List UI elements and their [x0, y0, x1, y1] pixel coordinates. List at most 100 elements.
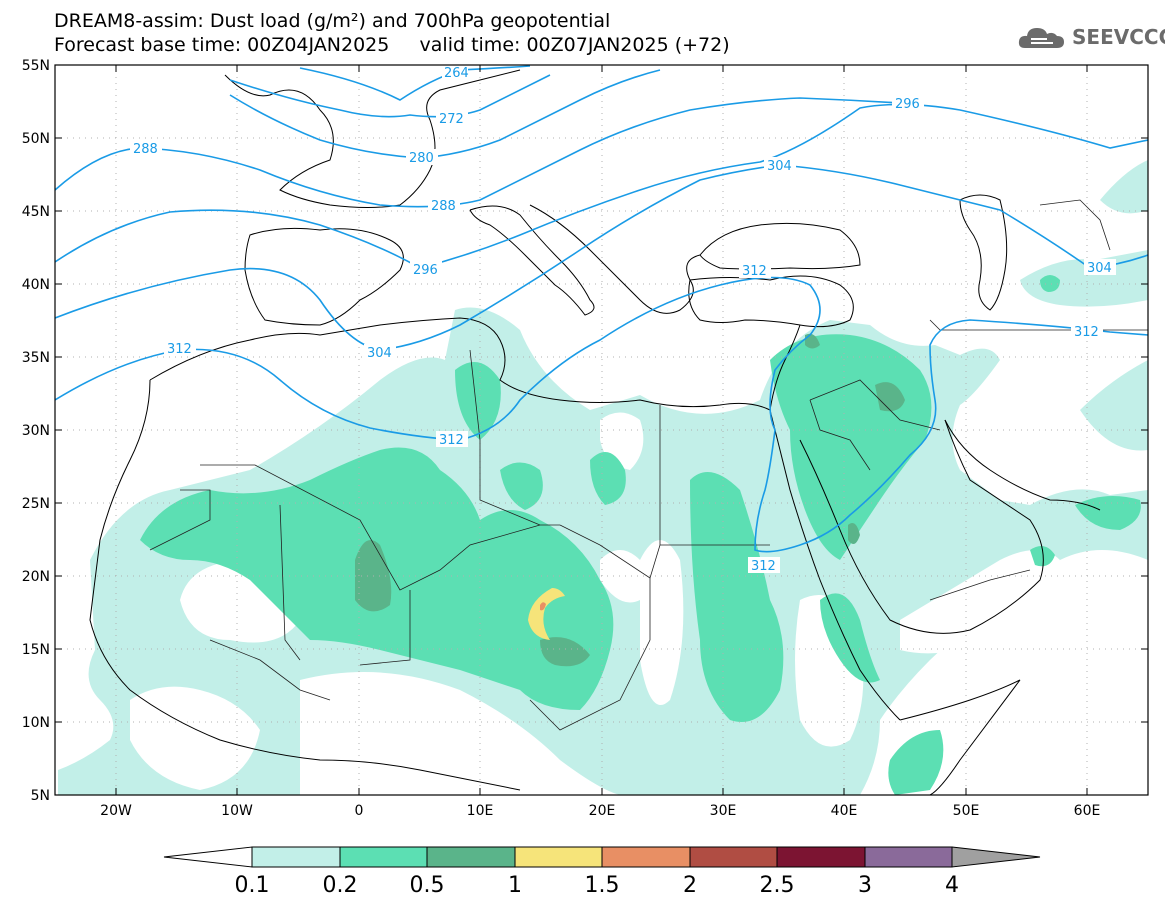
lon-label: 0: [355, 803, 364, 819]
seevccc-logo: SEEVCCC: [1017, 24, 1165, 50]
lon-label: 40E: [831, 803, 858, 819]
lat-label: 50N: [22, 131, 50, 147]
dust-free-area: [300, 672, 620, 795]
longitude-labels: 20W 10W 0 10E 20E 30E 40E 50E 60E: [100, 803, 1100, 819]
contour-label: 304: [367, 346, 392, 361]
graticule: [55, 65, 1148, 795]
colorbar-overflow: [951, 846, 1041, 868]
lat-label: 35N: [22, 350, 50, 366]
contour-label: 312: [751, 559, 776, 574]
lat-label: 15N: [22, 642, 50, 658]
border: [149, 489, 211, 551]
coastline-italy: [469, 205, 595, 316]
colorbar-swatch: [776, 846, 866, 868]
contour-label: 312: [1074, 325, 1099, 340]
contour-label: 264: [444, 66, 469, 81]
colorbar-swatch: [601, 846, 691, 868]
contour-label: 288: [133, 142, 158, 157]
colorbar-label: 0.1: [235, 873, 270, 898]
colorbar-label: 1.5: [585, 873, 620, 898]
dust-level-0.5: [540, 637, 590, 667]
dust-level-0.2: [1040, 275, 1060, 292]
dust-level-0.5: [805, 333, 820, 349]
contour-272: [229, 74, 551, 118]
coastline-iberia: [244, 227, 404, 326]
contour-312: [55, 276, 1148, 553]
colorbar-label: 3: [858, 873, 872, 898]
contour-296: [55, 103, 1148, 269]
lon-label: 50E: [953, 803, 980, 819]
lat-label: 30N: [22, 423, 50, 439]
contour-288: [55, 97, 901, 208]
colorbar-labels: 0.1 0.2 0.5 1 1.5 2 2.5 3 4: [235, 873, 960, 898]
border: [559, 524, 661, 579]
dust-level-0.5: [875, 382, 905, 412]
coastline-gulf: [944, 419, 1101, 511]
dust-level-0.2: [690, 472, 784, 722]
contour-label: 296: [895, 97, 920, 112]
border: [1039, 199, 1111, 251]
geopotential-contours: [55, 65, 1148, 553]
contour-label-group: 264 272 280 288 288 296 296 304 304 304 …: [130, 64, 1116, 574]
coastline-horn-africa: [899, 679, 1021, 795]
border: [200, 464, 560, 591]
dust-level-0.2: [500, 462, 543, 510]
colorbar-label: 1: [508, 873, 522, 898]
border: [809, 379, 941, 431]
coastline-west-africa: [89, 379, 521, 791]
dust-level-0.1: [1100, 160, 1148, 214]
colorbar-swatch: [514, 846, 603, 868]
border: [529, 578, 651, 731]
coastline-arabia: [799, 419, 1044, 634]
coastline-turkey: [688, 275, 854, 328]
dust-level-0.2: [1075, 496, 1141, 530]
colorbar-label: 2: [683, 873, 697, 898]
dust-level-0.2: [1030, 546, 1055, 567]
dust-field: [58, 160, 1148, 795]
lon-label: 60E: [1074, 803, 1101, 819]
colorbar-label: 4: [945, 873, 959, 898]
latitude-labels: 55N 50N 45N 40N 35N 30N 25N 20N 15N 10N …: [22, 58, 50, 804]
dust-level-1: [528, 588, 565, 640]
lon-label: 20W: [100, 803, 132, 819]
lat-label: 20N: [22, 569, 50, 585]
dust-free-area: [130, 686, 260, 790]
colorbar-swatch: [251, 846, 341, 868]
contour-label: 312: [742, 264, 767, 279]
dust-free-area: [640, 540, 684, 705]
contour-label: 288: [431, 199, 456, 214]
colorbar-underflow: [163, 846, 253, 868]
contour-label: 280: [409, 151, 434, 166]
border: [659, 405, 770, 546]
contour-280: [229, 69, 661, 159]
contour-304: [55, 164, 1148, 351]
dust-level-0.1: [1080, 360, 1148, 451]
border: [929, 569, 1031, 601]
lat-label: 40N: [22, 277, 50, 293]
coastline-black-sea: [699, 222, 861, 270]
colorbar-label: 2.5: [760, 873, 795, 898]
border: [469, 349, 541, 526]
contour-label: 312: [167, 342, 192, 357]
lat-label: 25N: [22, 496, 50, 512]
contour-label: 304: [1087, 261, 1112, 276]
dust-level-0.2: [888, 730, 944, 795]
border: [209, 639, 331, 701]
lat-label: 10N: [22, 715, 50, 731]
colorbar-swatch: [339, 846, 428, 868]
border: [279, 504, 301, 661]
colorbar-swatch: [426, 846, 516, 868]
country-borders: [149, 199, 1148, 731]
border: [809, 399, 871, 471]
lon-label: 10W: [221, 803, 253, 819]
dust-level-0.2: [590, 452, 626, 505]
colorbar-swatch: [864, 846, 953, 868]
map-subtitle: Forecast base time: 00Z04JAN2025 valid t…: [54, 34, 730, 56]
colorbar-label: 0.5: [410, 873, 445, 898]
colorbar: [163, 846, 1041, 868]
logo-text: SEEVCCC: [1072, 25, 1165, 49]
colorbar-swatch: [689, 846, 778, 868]
coastline-europe: [224, 69, 521, 208]
contour-label: 312: [439, 433, 464, 448]
